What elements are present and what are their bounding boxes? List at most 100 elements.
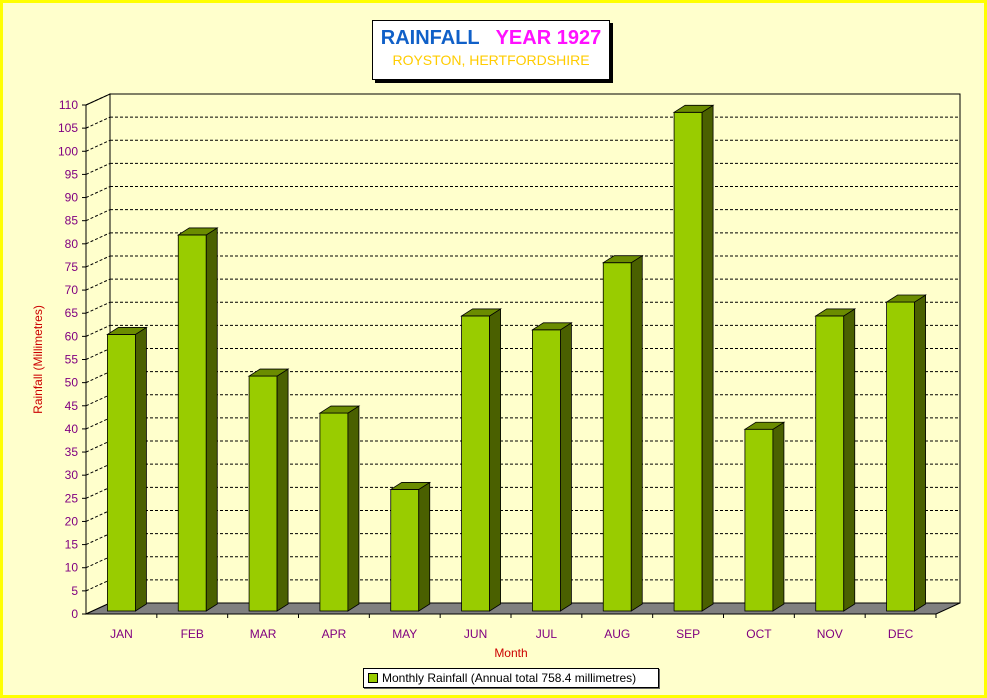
legend-swatch xyxy=(368,673,378,683)
y-tick-label: 15 xyxy=(65,538,79,552)
bar-side-jan xyxy=(135,326,147,612)
y-tick-label: 40 xyxy=(65,422,79,436)
legend-label: Monthly Rainfall (Annual total 758.4 mil… xyxy=(382,671,637,685)
y-tick-label: 45 xyxy=(65,399,79,413)
gridline-side xyxy=(85,394,111,407)
bar-side-feb xyxy=(205,227,218,612)
gridline-side xyxy=(85,324,111,337)
y-tick-label: 80 xyxy=(65,237,79,251)
gridline-side xyxy=(85,186,111,198)
chart-title: RAINFALL xyxy=(380,27,480,49)
bar-mar xyxy=(248,375,278,612)
gridline-side xyxy=(85,116,111,129)
bar-side-sep xyxy=(701,104,714,612)
bar-top-nov xyxy=(814,308,857,317)
gridline-side xyxy=(85,440,111,453)
bar-side-apr xyxy=(347,405,360,612)
legend: Monthly Rainfall (Annual total 758.4 mil… xyxy=(363,668,659,688)
y-tick-label: 65 xyxy=(65,306,79,320)
bar-aug xyxy=(602,262,632,612)
gridline-side xyxy=(85,486,111,499)
bar-side-jun xyxy=(489,308,501,612)
x-tick-label: NOV xyxy=(817,627,843,641)
y-tick-label: 20 xyxy=(65,514,79,528)
bar-feb xyxy=(177,234,207,612)
gridline-side xyxy=(85,232,111,245)
gridline-side xyxy=(85,417,111,430)
y-tick-label: 35 xyxy=(65,445,79,459)
gridline-side xyxy=(85,209,111,222)
y-tick-label: 110 xyxy=(59,98,78,112)
y-axis-title: Rainfall (Millimetres) xyxy=(31,305,45,414)
x-tick-label: JUL xyxy=(536,627,558,641)
gridline-side xyxy=(85,463,111,476)
bar-top-feb xyxy=(176,227,219,236)
bar-apr xyxy=(319,412,349,612)
y-tick-label: 0 xyxy=(71,607,78,621)
x-axis-title: Month xyxy=(494,646,527,660)
gridline-side xyxy=(85,533,111,546)
bar-side-oct xyxy=(772,421,785,612)
x-tick-label: AUG xyxy=(604,627,630,641)
y-tick-label: 90 xyxy=(65,191,79,205)
gridline-side xyxy=(85,139,111,152)
gridline-side xyxy=(85,278,111,291)
y-tick-label: 95 xyxy=(65,167,79,181)
bar-top-sep xyxy=(672,104,715,113)
bar-top-jan xyxy=(106,327,148,335)
x-tick-label: FEB xyxy=(181,627,204,641)
gridline-side xyxy=(85,556,111,569)
chart-title-year: YEAR 1927 xyxy=(495,27,602,49)
gridline-side xyxy=(85,255,111,268)
bar-side-may xyxy=(418,481,431,612)
y-tick-label: 30 xyxy=(65,468,79,482)
gridline-side xyxy=(85,510,111,522)
x-tick-label: JAN xyxy=(110,627,133,641)
bar-top-may xyxy=(389,482,432,490)
y-tick-label: 85 xyxy=(65,214,79,228)
bar-top-jun xyxy=(460,308,502,317)
y-tick-label: 70 xyxy=(65,283,79,297)
x-tick-label: MAR xyxy=(250,627,277,641)
bar-top-mar xyxy=(247,368,290,377)
bar-top-jul xyxy=(531,322,573,331)
bar-may xyxy=(390,489,420,612)
bar-top-dec xyxy=(885,294,927,303)
bar-side-jul xyxy=(560,322,572,612)
bar-side-aug xyxy=(630,254,643,612)
bar-dec xyxy=(886,301,915,612)
x-tick-label: JUN xyxy=(464,627,487,641)
bar-side-mar xyxy=(276,368,289,612)
bar-top-apr xyxy=(318,405,361,414)
y-tick-label: 5 xyxy=(71,584,78,598)
bar-jun xyxy=(461,315,490,612)
bar-oct xyxy=(744,428,774,612)
y-tick-label: 105 xyxy=(58,121,78,135)
y-tick-label: 100 xyxy=(58,144,78,158)
x-tick-label: MAY xyxy=(392,627,417,641)
gridline-side xyxy=(85,371,111,384)
y-tick-label: 10 xyxy=(65,561,79,575)
y-tick-label: 25 xyxy=(65,491,79,505)
bar-top-aug xyxy=(601,255,644,264)
bar-top-oct xyxy=(743,421,786,430)
bar-side-dec xyxy=(914,294,926,612)
gridline-side xyxy=(85,301,111,314)
bar-nov xyxy=(815,315,845,612)
bar-jan xyxy=(107,334,136,612)
bar-jul xyxy=(532,329,561,612)
chart-subtitle: ROYSTON, HERTFORDSHIRE xyxy=(392,52,590,68)
chart-title-line: RAINFALL YEAR 1927 xyxy=(373,27,609,50)
y-tick-label: 55 xyxy=(65,353,79,367)
x-tick-label: APR xyxy=(322,627,347,641)
gridline-side xyxy=(85,162,111,175)
side-wall xyxy=(85,93,111,615)
y-tick-label: 60 xyxy=(65,329,79,343)
bar-side-nov xyxy=(843,308,856,612)
bar-sep xyxy=(673,111,703,612)
title-box: RAINFALL YEAR 1927 ROYSTON, HERTFORDSHIR… xyxy=(372,20,610,80)
gridline-side xyxy=(85,348,111,360)
y-tick-label: 50 xyxy=(65,376,79,390)
x-tick-label: SEP xyxy=(676,627,700,641)
